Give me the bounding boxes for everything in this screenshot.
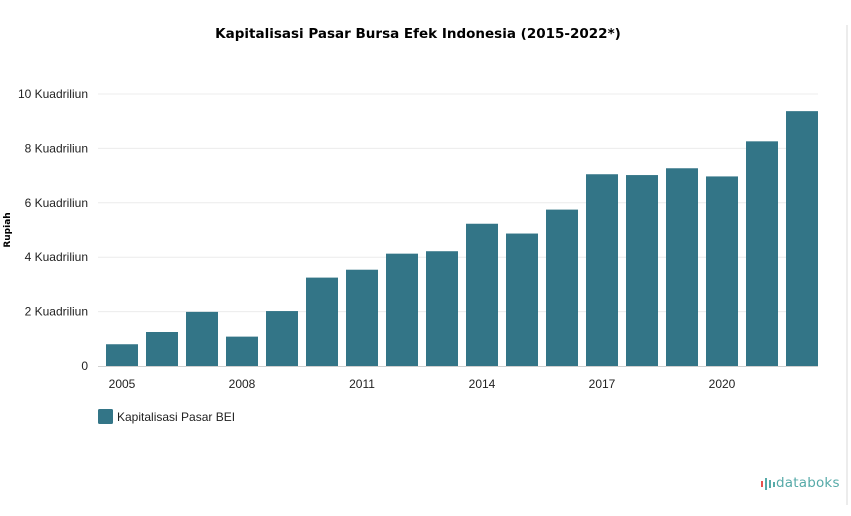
y-tick-label: 10 Kuadriliun [18,87,88,101]
x-tick-label: 2014 [469,377,496,391]
x-tick-label: 2020 [709,377,736,391]
chart-title: Kapitalisasi Pasar Bursa Efek Indonesia … [215,26,621,42]
bar-2006 [146,332,178,366]
y-axis-ticks: 0 2 Kuadriliun 4 Kuadriliun 6 Kuadriliun 8 K… [18,87,88,373]
bar-2015 [506,233,538,366]
y-tick-label: 8 Kuadriliun [25,141,88,155]
bars [106,111,818,366]
brand-name: databoks [776,475,840,491]
bar-2022 [786,111,818,366]
bar-2008 [226,336,258,366]
legend-label-kapitalisasi: Kapitalisasi Pasar BEI [117,410,235,424]
bar-2016 [546,209,578,366]
bar-2011 [346,269,378,366]
x-tick-label: 2005 [109,377,136,391]
bar-2007 [186,311,218,366]
y-tick-label: 6 Kuadriliun [25,196,88,210]
databoks-logo: databoks [760,474,840,492]
bar-2017 [586,174,618,366]
right-border [846,25,848,505]
bar-2019 [666,168,698,366]
legend-swatch [98,409,113,424]
bar-2010 [306,277,338,366]
bar-2009 [266,311,298,366]
bar-2012 [386,253,418,366]
y-tick-label: 4 Kuadriliun [25,250,88,264]
bar-2020 [706,176,738,366]
x-tick-label: 2011 [349,377,375,391]
bar-2018 [626,175,658,366]
x-tick-label: 2017 [589,377,616,391]
x-tick-label: 2008 [229,377,256,391]
bar-2005 [106,344,138,366]
bar-2014 [466,223,498,366]
legend: Kapitalisasi Pasar BEI [98,409,235,424]
y-axis-label: Rupiah [3,212,13,247]
y-tick-label: 0 [81,359,88,373]
bar-2013 [426,251,458,366]
y-tick-label: 2 Kuadriliun [25,305,88,319]
databoks-bars-icon [761,478,775,490]
bar-2021 [746,141,778,366]
x-axis-ticks: 2005 2008 2011 2014 2017 2020 [109,377,736,391]
